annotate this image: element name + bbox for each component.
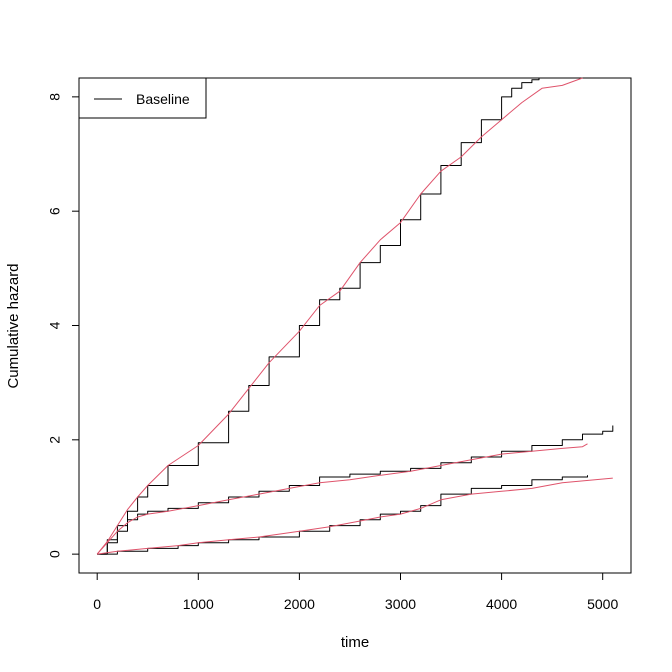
black-hazard-curve-4 [97, 475, 588, 555]
x-axis: 0 1000 2000 3000 4000 5000 [93, 572, 618, 612]
x-tick-label: 3000 [385, 596, 416, 612]
x-tick-label: 4000 [486, 596, 517, 612]
legend: Baseline [78, 77, 207, 119]
black-hazard-curve-0 [97, 78, 540, 555]
plot-frame [78, 77, 632, 574]
x-axis-title: time [341, 634, 369, 651]
y-tick-label: 0 [47, 550, 63, 558]
x-tick-label: 2000 [284, 596, 315, 612]
x-tick-label: 5000 [587, 596, 618, 612]
series-layer [96, 77, 614, 555]
red-hazard-curve-5 [97, 477, 613, 555]
y-axis: 0 2 4 6 8 [47, 93, 80, 558]
y-tick-label: 2 [47, 436, 63, 444]
y-tick-label: 4 [47, 321, 63, 329]
y-tick-label: 6 [47, 207, 63, 215]
legend-box [78, 77, 207, 119]
red-hazard-curve-1 [96, 77, 583, 555]
x-tick-label: 0 [93, 596, 101, 612]
black-hazard-curve-2 [97, 425, 614, 555]
red-hazard-curve-3 [96, 443, 588, 555]
y-axis-title: Cumulative hazard [5, 263, 22, 388]
y-tick-label: 8 [47, 93, 63, 101]
x-tick-label: 1000 [183, 596, 214, 612]
legend-label-baseline: Baseline [136, 91, 190, 107]
